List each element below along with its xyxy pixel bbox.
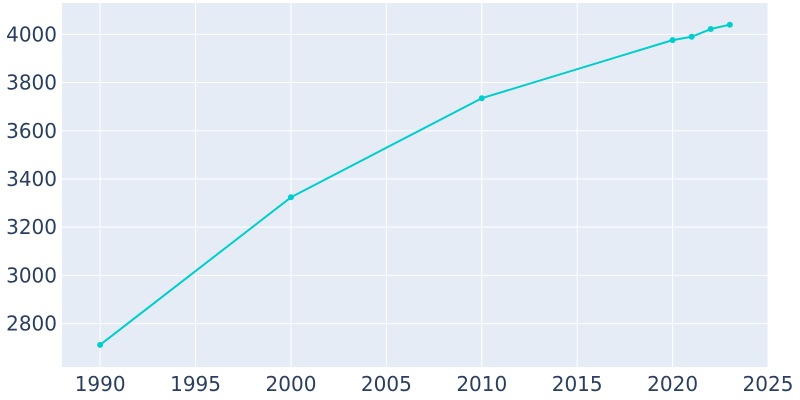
x-tick-label: 2025 (743, 372, 794, 396)
grid-lines (62, 3, 769, 367)
y-tick-label: 3200 (6, 215, 57, 239)
x-tick-label: 2020 (647, 372, 698, 396)
x-tick-label: 2015 (552, 372, 603, 396)
series-layer (97, 21, 733, 348)
data-point[interactable] (688, 33, 695, 40)
x-tick-label: 2005 (361, 372, 412, 396)
x-tick-label: 2010 (456, 372, 507, 396)
data-point[interactable] (707, 26, 714, 33)
y-tick-label: 4000 (6, 22, 57, 46)
plot-background (62, 3, 768, 367)
x-axis: 1990 1995 2000 2005 2010 2015 2020 2025 (75, 372, 794, 396)
data-point[interactable] (97, 341, 104, 348)
y-tick-label: 2800 (6, 312, 57, 336)
x-tick-label: 2000 (266, 372, 317, 396)
x-tick-label: 1990 (75, 372, 126, 396)
y-tick-label: 3000 (6, 263, 57, 287)
y-axis: 2800 3000 3200 3400 3600 3800 4000 (6, 22, 57, 335)
data-point[interactable] (726, 21, 733, 28)
data-point[interactable] (669, 37, 676, 44)
data-point[interactable] (478, 95, 485, 102)
y-tick-label: 3600 (6, 119, 57, 143)
data-point[interactable] (287, 194, 294, 201)
y-tick-label: 3800 (6, 71, 57, 95)
y-tick-label: 3400 (6, 167, 57, 191)
x-tick-label: 1995 (170, 372, 221, 396)
